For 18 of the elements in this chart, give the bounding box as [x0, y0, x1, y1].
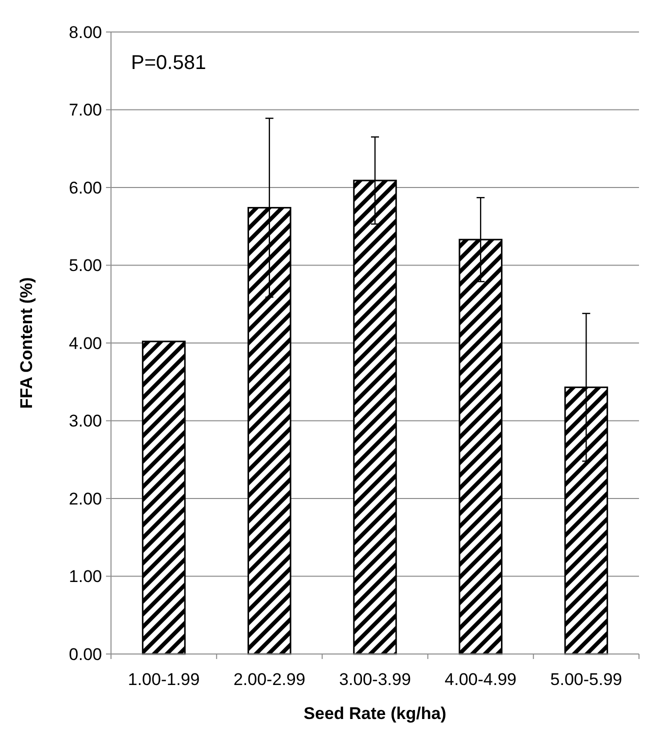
y-tick-label: 0.00 — [68, 644, 102, 664]
y-tick-label: 8.00 — [68, 22, 102, 42]
annotation: P=0.581 — [131, 52, 206, 74]
bar — [142, 340, 186, 655]
y-tick-label: 1.00 — [68, 567, 102, 586]
x-tick-label: 4.00-4.99 — [444, 670, 517, 689]
y-tick-label: 4.00 — [68, 334, 102, 353]
y-tick-label: 2.00 — [68, 489, 102, 508]
x-axis-title: Seed Rate (kg/ha) — [304, 704, 446, 723]
x-tick-label: 5.00-5.99 — [550, 670, 622, 689]
y-tick-label: 7.00 — [68, 100, 102, 120]
y-tick-label: 5.00 — [68, 256, 102, 276]
x-tick-label: 2.00-2.99 — [233, 670, 306, 689]
y-axis-title: FFA Content (%) — [17, 277, 36, 409]
x-tick-label: 3.00-3.99 — [339, 670, 411, 689]
y-tick-label: 3.00 — [68, 412, 102, 431]
y-tick-label: 6.00 — [68, 178, 102, 198]
x-tick-label: 1.00-1.99 — [128, 670, 200, 689]
